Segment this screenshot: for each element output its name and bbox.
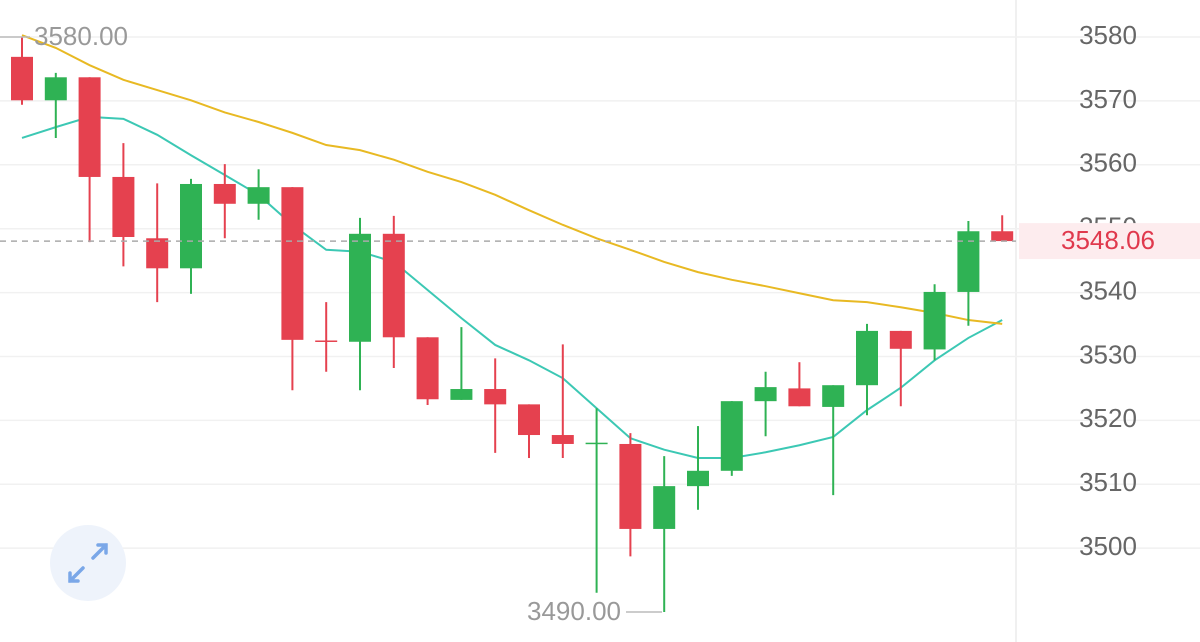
candle-body	[247, 187, 270, 204]
candle-body	[315, 340, 338, 342]
candle-body	[889, 330, 912, 349]
candle-body	[11, 56, 33, 101]
candle-body	[822, 385, 845, 407]
expand-button[interactable]	[50, 525, 126, 601]
candle-body	[112, 176, 135, 237]
y-tick-label: 3530	[1079, 339, 1137, 369]
candle-body	[213, 183, 236, 204]
candle-body	[653, 486, 676, 529]
moving-average-line	[21, 115, 1003, 460]
y-tick-label: 3560	[1079, 148, 1137, 178]
candle-body	[551, 435, 574, 444]
candle-body	[856, 330, 878, 386]
candle-body	[720, 401, 743, 471]
max-label: 3580.00	[34, 21, 128, 51]
candle-body	[991, 231, 1014, 242]
candle-body	[754, 387, 777, 402]
grid	[0, 36, 1200, 549]
candle-body	[382, 233, 405, 338]
y-tick-label: 3510	[1079, 467, 1137, 497]
y-tick-label: 3500	[1079, 531, 1137, 561]
candle-body	[180, 183, 202, 269]
candle-body	[450, 389, 473, 400]
candle-body	[687, 470, 709, 487]
y-tick-label: 3540	[1079, 275, 1137, 305]
y-tick-label: 3570	[1079, 84, 1137, 114]
y-tick-label: 3520	[1079, 403, 1137, 433]
min-label: 3490.00	[527, 596, 621, 626]
expand-icon	[68, 543, 108, 583]
last-price-box	[1019, 223, 1200, 260]
moving-average-line	[21, 34, 1003, 325]
candle-body	[788, 388, 811, 407]
candle-body	[44, 77, 67, 101]
candle-body	[349, 233, 371, 342]
last-price-label: 3548.06	[1061, 225, 1155, 255]
candle-body	[78, 77, 101, 177]
candle-body	[518, 404, 540, 436]
candle-body	[281, 187, 304, 340]
candle-body	[416, 337, 439, 400]
candle-body	[146, 238, 169, 269]
candle-body	[923, 291, 946, 350]
y-tick-label: 3580	[1079, 20, 1137, 50]
candle-body	[957, 231, 980, 292]
expand-button-bg	[50, 525, 126, 601]
candle-body	[585, 442, 608, 445]
candle-body	[619, 443, 642, 529]
candle-body	[484, 389, 507, 405]
